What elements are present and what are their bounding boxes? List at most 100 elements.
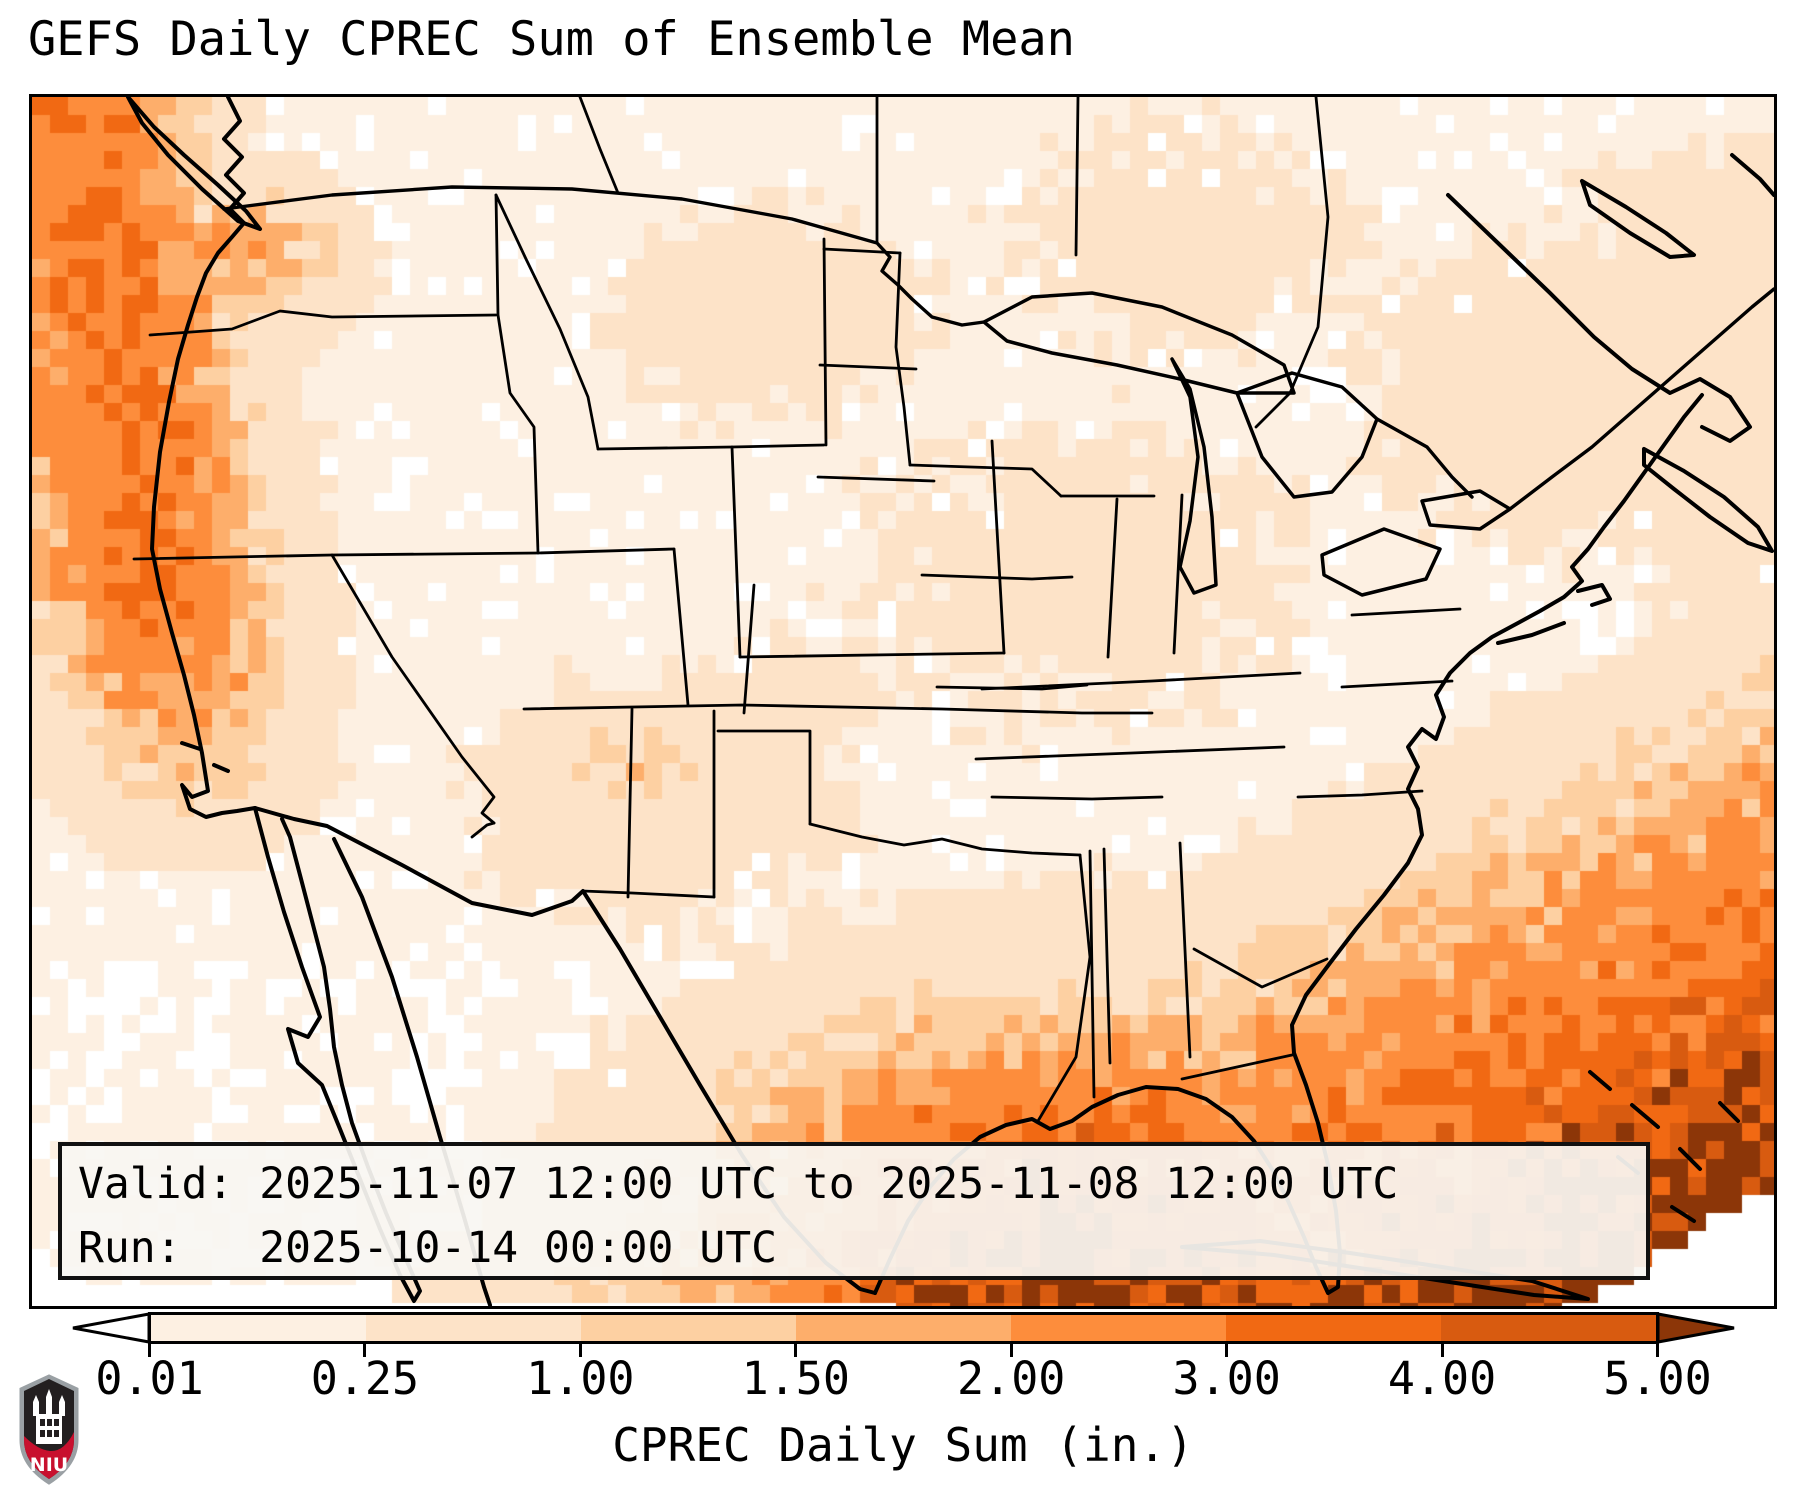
- border-path: [822, 237, 828, 447]
- border-path: [1106, 497, 1119, 659]
- border-path: [1172, 493, 1184, 655]
- colorbar-tick-label: 2.00: [957, 1352, 1066, 1405]
- border-path: [180, 741, 202, 751]
- border-path: [1296, 789, 1424, 799]
- border-path: [894, 251, 912, 467]
- border-path: [1718, 1101, 1740, 1123]
- border-path: [1678, 1147, 1702, 1171]
- figure-title: GEFS Daily CPREC Sum of Ensemble Mean: [28, 12, 1075, 67]
- border-path: [470, 821, 496, 839]
- border-path: [1730, 153, 1774, 197]
- colorbar-bin-6: [1441, 1315, 1656, 1341]
- border-path: [132, 547, 676, 561]
- border-path: [1340, 679, 1454, 689]
- border-path: [808, 822, 1082, 857]
- border-path: [822, 247, 902, 255]
- border-path: [1178, 841, 1192, 1059]
- border-path: [730, 445, 742, 659]
- border-path: [1192, 947, 1329, 989]
- run-time-text: Run: 2025-10-14 00:00 UTC: [78, 1223, 777, 1273]
- colorbar-tick-label: 5.00: [1603, 1352, 1712, 1405]
- border-path: [1588, 1070, 1612, 1091]
- colorbar-tick-label: 4.00: [1387, 1352, 1497, 1405]
- border-path: [1320, 527, 1442, 597]
- colorbar-bin-3: [796, 1315, 1011, 1341]
- border-path: [1670, 1205, 1696, 1223]
- border-path: [1180, 1053, 1294, 1081]
- border-path: [982, 291, 1296, 395]
- valid-time-text: Valid: 2025-11-07 12:00 UTC to 2025-11-0…: [78, 1159, 1399, 1209]
- border-path: [818, 363, 918, 371]
- border-path: [150, 97, 257, 819]
- border-path: [1350, 607, 1462, 617]
- colorbar-bin-5: [1226, 1315, 1441, 1341]
- border-path: [222, 185, 986, 327]
- colorbar-tick-label: 1.50: [741, 1352, 850, 1405]
- border-path: [974, 745, 1286, 761]
- border-path: [494, 193, 600, 451]
- colorbar-tick: [1225, 1343, 1229, 1357]
- niu-logo: NIU: [19, 1374, 79, 1485]
- border-path: [672, 547, 690, 707]
- border-path: [253, 806, 422, 1303]
- colorbar-tick: [1440, 1343, 1444, 1357]
- border-path: [1508, 287, 1774, 511]
- colorbar-bin-1: [366, 1315, 581, 1341]
- border-path: [1074, 97, 1080, 257]
- colorbar-tick: [1009, 1343, 1013, 1357]
- border-path: [716, 729, 812, 826]
- border-path: [1088, 849, 1096, 1099]
- border-path: [1036, 853, 1092, 1123]
- colorbar-bin-0: [151, 1315, 366, 1341]
- colorbar-tick: [578, 1343, 582, 1357]
- border-path: [1630, 1103, 1660, 1129]
- map-panel: [29, 94, 1777, 1309]
- border-path: [1375, 417, 1474, 499]
- border-path: [1102, 847, 1112, 1065]
- border-path: [212, 763, 230, 773]
- border-path: [980, 671, 1302, 691]
- border-path: [873, 393, 1704, 1295]
- border-path: [1446, 193, 1752, 443]
- colorbar-tick-label: 3.00: [1172, 1352, 1281, 1405]
- map-borders: [126, 97, 1774, 1306]
- colorbar-tick: [1656, 1343, 1659, 1357]
- colorbar-over-arrow: [1657, 1312, 1735, 1344]
- border-path: [581, 889, 716, 899]
- colorbar-bin-4: [1011, 1315, 1226, 1341]
- border-path: [816, 475, 936, 483]
- border-path: [1576, 583, 1612, 607]
- border-path: [738, 651, 1006, 659]
- border-path: [1235, 371, 1379, 499]
- border-path: [1496, 621, 1566, 645]
- border-path: [1642, 447, 1774, 553]
- colorbar-tick: [794, 1343, 798, 1357]
- border-path: [1170, 357, 1218, 595]
- border-path: [626, 707, 634, 899]
- annotation-box: Valid: 2025-11-07 12:00 UTC to 2025-11-0…: [58, 1142, 1650, 1280]
- colorbar-tick: [148, 1343, 151, 1357]
- border-path: [596, 443, 826, 451]
- border-path: [1254, 97, 1330, 429]
- colorbar-tick-label: 0.01: [95, 1352, 204, 1405]
- colorbar-under-arrow: [72, 1312, 150, 1344]
- border-path: [330, 553, 496, 825]
- border-path: [494, 193, 540, 555]
- colorbar-label: CPREC Daily Sum (in.): [612, 1418, 1194, 1472]
- colorbar-tick-label: 0.25: [310, 1352, 420, 1405]
- border-path: [742, 583, 756, 715]
- border-path: [126, 97, 262, 231]
- border-path: [522, 703, 1154, 715]
- border-path: [148, 309, 498, 337]
- border-path: [1420, 489, 1512, 531]
- niu-logo-text: NIU: [30, 1454, 68, 1476]
- border-path: [908, 463, 1063, 498]
- colorbar: [148, 1312, 1659, 1344]
- colorbar-bin-2: [581, 1315, 796, 1341]
- border-path: [1580, 179, 1696, 259]
- colorbar-tick-label: 1.00: [526, 1352, 635, 1405]
- border-path: [990, 795, 1164, 801]
- colorbar-tick: [363, 1343, 367, 1357]
- border-path: [990, 439, 1006, 655]
